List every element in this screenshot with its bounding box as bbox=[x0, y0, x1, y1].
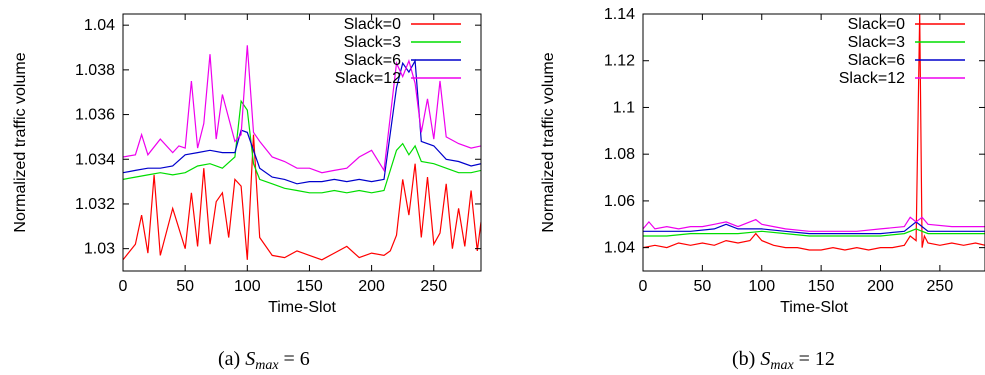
x-axis-label: Time-Slot bbox=[780, 299, 848, 316]
legend-label: Slack=12 bbox=[335, 70, 401, 87]
x-tick-label: 200 bbox=[358, 278, 385, 295]
y-axis-label: Normalized traffic volume bbox=[12, 52, 29, 232]
x-axis-label: Time-Slot bbox=[268, 299, 336, 316]
series-lines bbox=[643, 14, 985, 251]
x-tick-label: 100 bbox=[234, 278, 261, 295]
x-tick-label: 50 bbox=[693, 278, 711, 295]
series-line-4 bbox=[643, 216, 985, 232]
y-tick-label: 1.036 bbox=[75, 107, 115, 124]
y-tick-label: 1.06 bbox=[604, 193, 635, 210]
series-line-3 bbox=[643, 221, 985, 235]
series-line-2 bbox=[643, 228, 985, 237]
y-tick-label: 1.038 bbox=[75, 62, 115, 79]
series-line-1 bbox=[643, 14, 985, 251]
panel-caption: (b) Smax = 12 bbox=[732, 348, 835, 373]
series-line-3 bbox=[123, 58, 481, 185]
y-tick-label: 1.04 bbox=[84, 17, 115, 34]
chart-panel-1: 1.03 1.032 1.034 1.036 1.038 1.04 0 50 100 150 200… bbox=[12, 13, 482, 373]
y-axis-label: Normalized traffic volume bbox=[540, 52, 557, 232]
legend-label: Slack=3 bbox=[344, 34, 401, 51]
plot-frame bbox=[642, 13, 985, 272]
y-tick-label: 1.034 bbox=[75, 151, 115, 168]
legend-label: Slack=12 bbox=[839, 70, 905, 87]
y-tick-label: 1.14 bbox=[604, 6, 635, 23]
x-tick-label: 200 bbox=[867, 278, 894, 295]
legend-label: Slack=3 bbox=[848, 34, 905, 51]
x-tick-label: 150 bbox=[296, 278, 323, 295]
legend-label: Slack=0 bbox=[344, 16, 401, 33]
series-line-1 bbox=[123, 134, 481, 261]
y-tick-label: 1.04 bbox=[604, 240, 635, 257]
x-tick-label: 250 bbox=[420, 278, 447, 295]
legend-label: Slack=0 bbox=[848, 16, 905, 33]
legend-label: Slack=6 bbox=[344, 52, 401, 69]
y-tick-label: 1.12 bbox=[604, 53, 635, 70]
x-tick-label: 0 bbox=[119, 278, 128, 295]
x-tick-label: 50 bbox=[176, 278, 194, 295]
chart-panel-2: 1.04 1.06 1.08 1.1 1.12 1.14 0 50 100 150 200 250 Ti… bbox=[540, 6, 985, 373]
series-line-4 bbox=[123, 45, 481, 174]
x-tick-label: 250 bbox=[927, 278, 954, 295]
x-tick-label: 150 bbox=[808, 278, 835, 295]
series-line-2 bbox=[123, 99, 481, 194]
panel-caption: (a) Smax = 6 bbox=[218, 348, 310, 373]
x-tick-label: 0 bbox=[639, 278, 648, 295]
series-lines bbox=[123, 45, 481, 261]
y-tick-label: 1.03 bbox=[84, 241, 115, 258]
y-tick-label: 1.032 bbox=[75, 196, 115, 213]
y-tick-label: 1.08 bbox=[604, 146, 635, 163]
plot-frame bbox=[122, 13, 482, 272]
x-tick-label: 100 bbox=[748, 278, 775, 295]
y-tick-label: 1.1 bbox=[613, 99, 635, 116]
legend-label: Slack=6 bbox=[848, 52, 905, 69]
